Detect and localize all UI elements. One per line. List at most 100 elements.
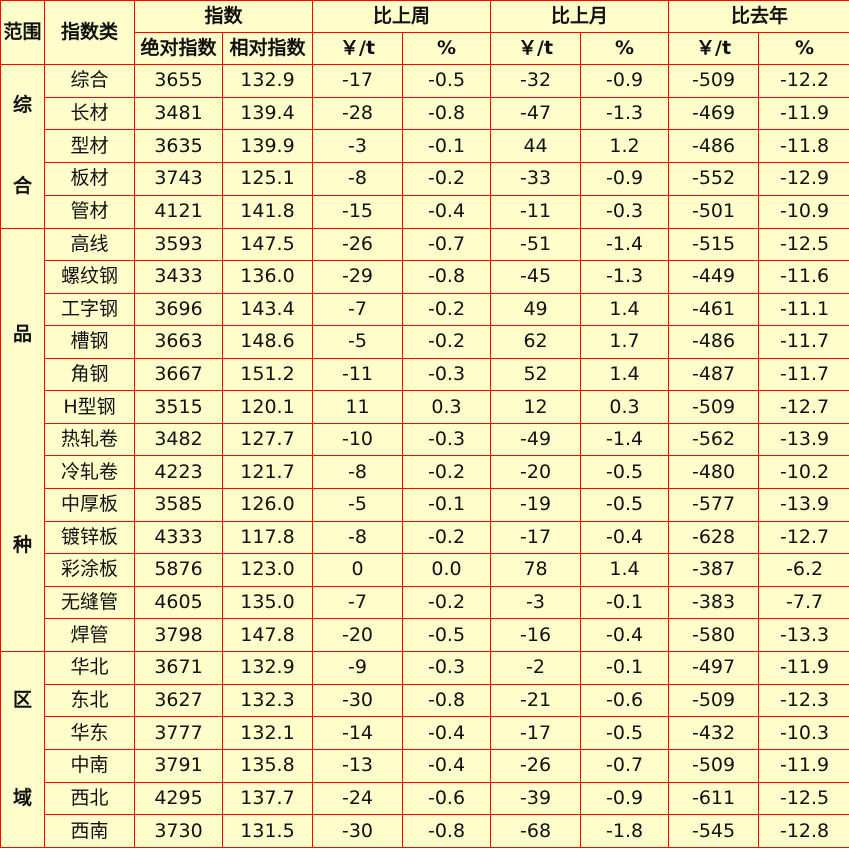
cell-category: 中南 — [44, 748, 135, 783]
header-month-yuan: ￥/t — [490, 32, 582, 65]
cell-abs-index: 3593 — [134, 227, 223, 262]
table-row: 华东 3777 132.1 -14 -0.4 -17 -0.5 -432 -10.3 — [1, 716, 849, 750]
cell-month-yuan: -45 — [490, 260, 582, 294]
cell-year-yuan: -611 — [668, 781, 760, 816]
cell-month-pct: 1.7 — [580, 325, 670, 359]
cell-month-yuan: 44 — [490, 129, 582, 164]
cell-month-yuan: -26 — [490, 748, 582, 783]
cell-week-pct: -0.3 — [402, 357, 492, 392]
group-label-char: 合 — [12, 175, 32, 198]
cell-week-pct: -0.2 — [402, 325, 492, 359]
cell-week-yuan: -5 — [312, 488, 404, 522]
group-label-char: 品 — [12, 322, 32, 345]
cell-month-pct: -0.9 — [580, 781, 670, 816]
table-row: 无缝管 4605 135.0 -7 -0.2 -3 -0.1 -383 -7.7 — [1, 585, 849, 620]
cell-category: 西北 — [44, 781, 135, 816]
cell-category: 冷轧卷 — [44, 455, 135, 489]
cell-week-yuan: 0 — [312, 553, 404, 587]
cell-week-yuan: -15 — [312, 194, 404, 229]
cell-year-yuan: -486 — [668, 325, 760, 359]
header-week: 比上周 — [312, 0, 492, 33]
table-row: 管材 4121 141.8 -15 -0.4 -11 -0.3 -501 -10.9 — [1, 194, 849, 229]
cell-month-pct: -1.8 — [580, 814, 670, 848]
cell-year-yuan: -577 — [668, 488, 760, 522]
cell-rel-index: 126.0 — [221, 488, 314, 522]
cell-abs-index: 5876 — [134, 553, 223, 587]
cell-month-yuan: -16 — [490, 618, 582, 652]
header-month: 比上月 — [490, 0, 670, 33]
cell-abs-index: 3627 — [134, 683, 223, 718]
cell-week-pct: 0.3 — [402, 390, 492, 424]
header-scope: 范围 — [0, 0, 45, 65]
group-label-char: 区 — [12, 689, 32, 712]
cell-year-pct: -12.7 — [758, 520, 849, 555]
cell-rel-index: 117.8 — [221, 520, 314, 555]
cell-abs-index: 4121 — [134, 194, 223, 229]
table-row: 槽钢 3663 148.6 -5 -0.2 62 1.7 -486 -11.7 — [1, 325, 849, 359]
cell-month-pct: -0.9 — [580, 162, 670, 196]
cell-abs-index: 3667 — [134, 357, 223, 392]
cell-week-yuan: -8 — [312, 162, 404, 196]
cell-rel-index: 135.8 — [221, 748, 314, 783]
group-label-char: 种 — [12, 533, 32, 556]
cell-week-pct: -0.3 — [402, 651, 492, 685]
cell-week-yuan: -8 — [312, 455, 404, 489]
cell-year-pct: -11.7 — [758, 357, 849, 392]
cell-month-pct: 1.2 — [580, 129, 670, 164]
cell-week-pct: 0.0 — [402, 553, 492, 587]
cell-abs-index: 3791 — [134, 748, 223, 783]
cell-month-pct: -0.3 — [580, 194, 670, 229]
cell-rel-index: 143.4 — [221, 292, 314, 327]
cell-year-yuan: -545 — [668, 814, 760, 848]
cell-rel-index: 123.0 — [221, 553, 314, 587]
cell-rel-index: 131.5 — [221, 814, 314, 848]
cell-month-pct: -0.4 — [580, 618, 670, 652]
cell-week-yuan: -20 — [312, 618, 404, 652]
cell-abs-index: 3433 — [134, 260, 223, 294]
cell-week-yuan: -9 — [312, 651, 404, 685]
cell-rel-index: 151.2 — [221, 357, 314, 392]
group-label: 区域 — [0, 651, 45, 848]
table-row: 中厚板 3585 126.0 -5 -0.1 -19 -0.5 -577 -13.9 — [1, 488, 849, 522]
cell-year-yuan: -509 — [668, 390, 760, 424]
table-row: H型钢 3515 120.1 11 0.3 12 0.3 -509 -12.7 — [1, 390, 849, 424]
cell-week-pct: -0.1 — [402, 129, 492, 164]
table-row: 板材 3743 125.1 -8 -0.2 -33 -0.9 -552 -12.9 — [1, 162, 849, 196]
cell-week-pct: -0.2 — [402, 162, 492, 196]
cell-week-yuan: -7 — [312, 585, 404, 620]
cell-week-yuan: -28 — [312, 96, 404, 131]
cell-rel-index: 125.1 — [221, 162, 314, 196]
cell-category: 无缝管 — [44, 585, 135, 620]
cell-year-pct: -12.5 — [758, 227, 849, 262]
table-row: 西南 3730 131.5 -30 -0.8 -68 -1.8 -545 -12.8 — [1, 814, 849, 848]
header-rel-index: 相对指数 — [221, 32, 314, 65]
cell-category: 型材 — [44, 129, 135, 164]
cell-abs-index: 3671 — [134, 651, 223, 685]
cell-rel-index: 121.7 — [221, 455, 314, 489]
cell-month-yuan: -39 — [490, 781, 582, 816]
header-week-pct: % — [402, 32, 492, 65]
cell-category: 东北 — [44, 683, 135, 718]
cell-abs-index: 3655 — [134, 64, 223, 98]
cell-year-yuan: -383 — [668, 585, 760, 620]
cell-year-yuan: -487 — [668, 357, 760, 392]
cell-abs-index: 3482 — [134, 422, 223, 457]
cell-week-yuan: -29 — [312, 260, 404, 294]
cell-category: 工字钢 — [44, 292, 135, 327]
cell-year-pct: -11.1 — [758, 292, 849, 327]
cell-month-yuan: -47 — [490, 96, 582, 131]
cell-year-yuan: -387 — [668, 553, 760, 587]
cell-abs-index: 3481 — [134, 96, 223, 131]
cell-rel-index: 135.0 — [221, 585, 314, 620]
cell-year-pct: -11.9 — [758, 748, 849, 783]
cell-year-pct: -13.9 — [758, 422, 849, 457]
cell-month-yuan: 78 — [490, 553, 582, 587]
table-row: 型材 3635 139.9 -3 -0.1 44 1.2 -486 -11.8 — [1, 129, 849, 164]
cell-year-yuan: -480 — [668, 455, 760, 489]
cell-rel-index: 120.1 — [221, 390, 314, 424]
table-row: 综合综合 3655 132.9 -17 -0.5 -32 -0.9 -509 -12.2 — [0, 64, 849, 229]
cell-month-yuan: -11 — [490, 194, 582, 229]
cell-category: H型钢 — [44, 390, 135, 424]
cell-year-pct: -11.9 — [758, 651, 849, 685]
cell-week-pct: -0.2 — [402, 455, 492, 489]
